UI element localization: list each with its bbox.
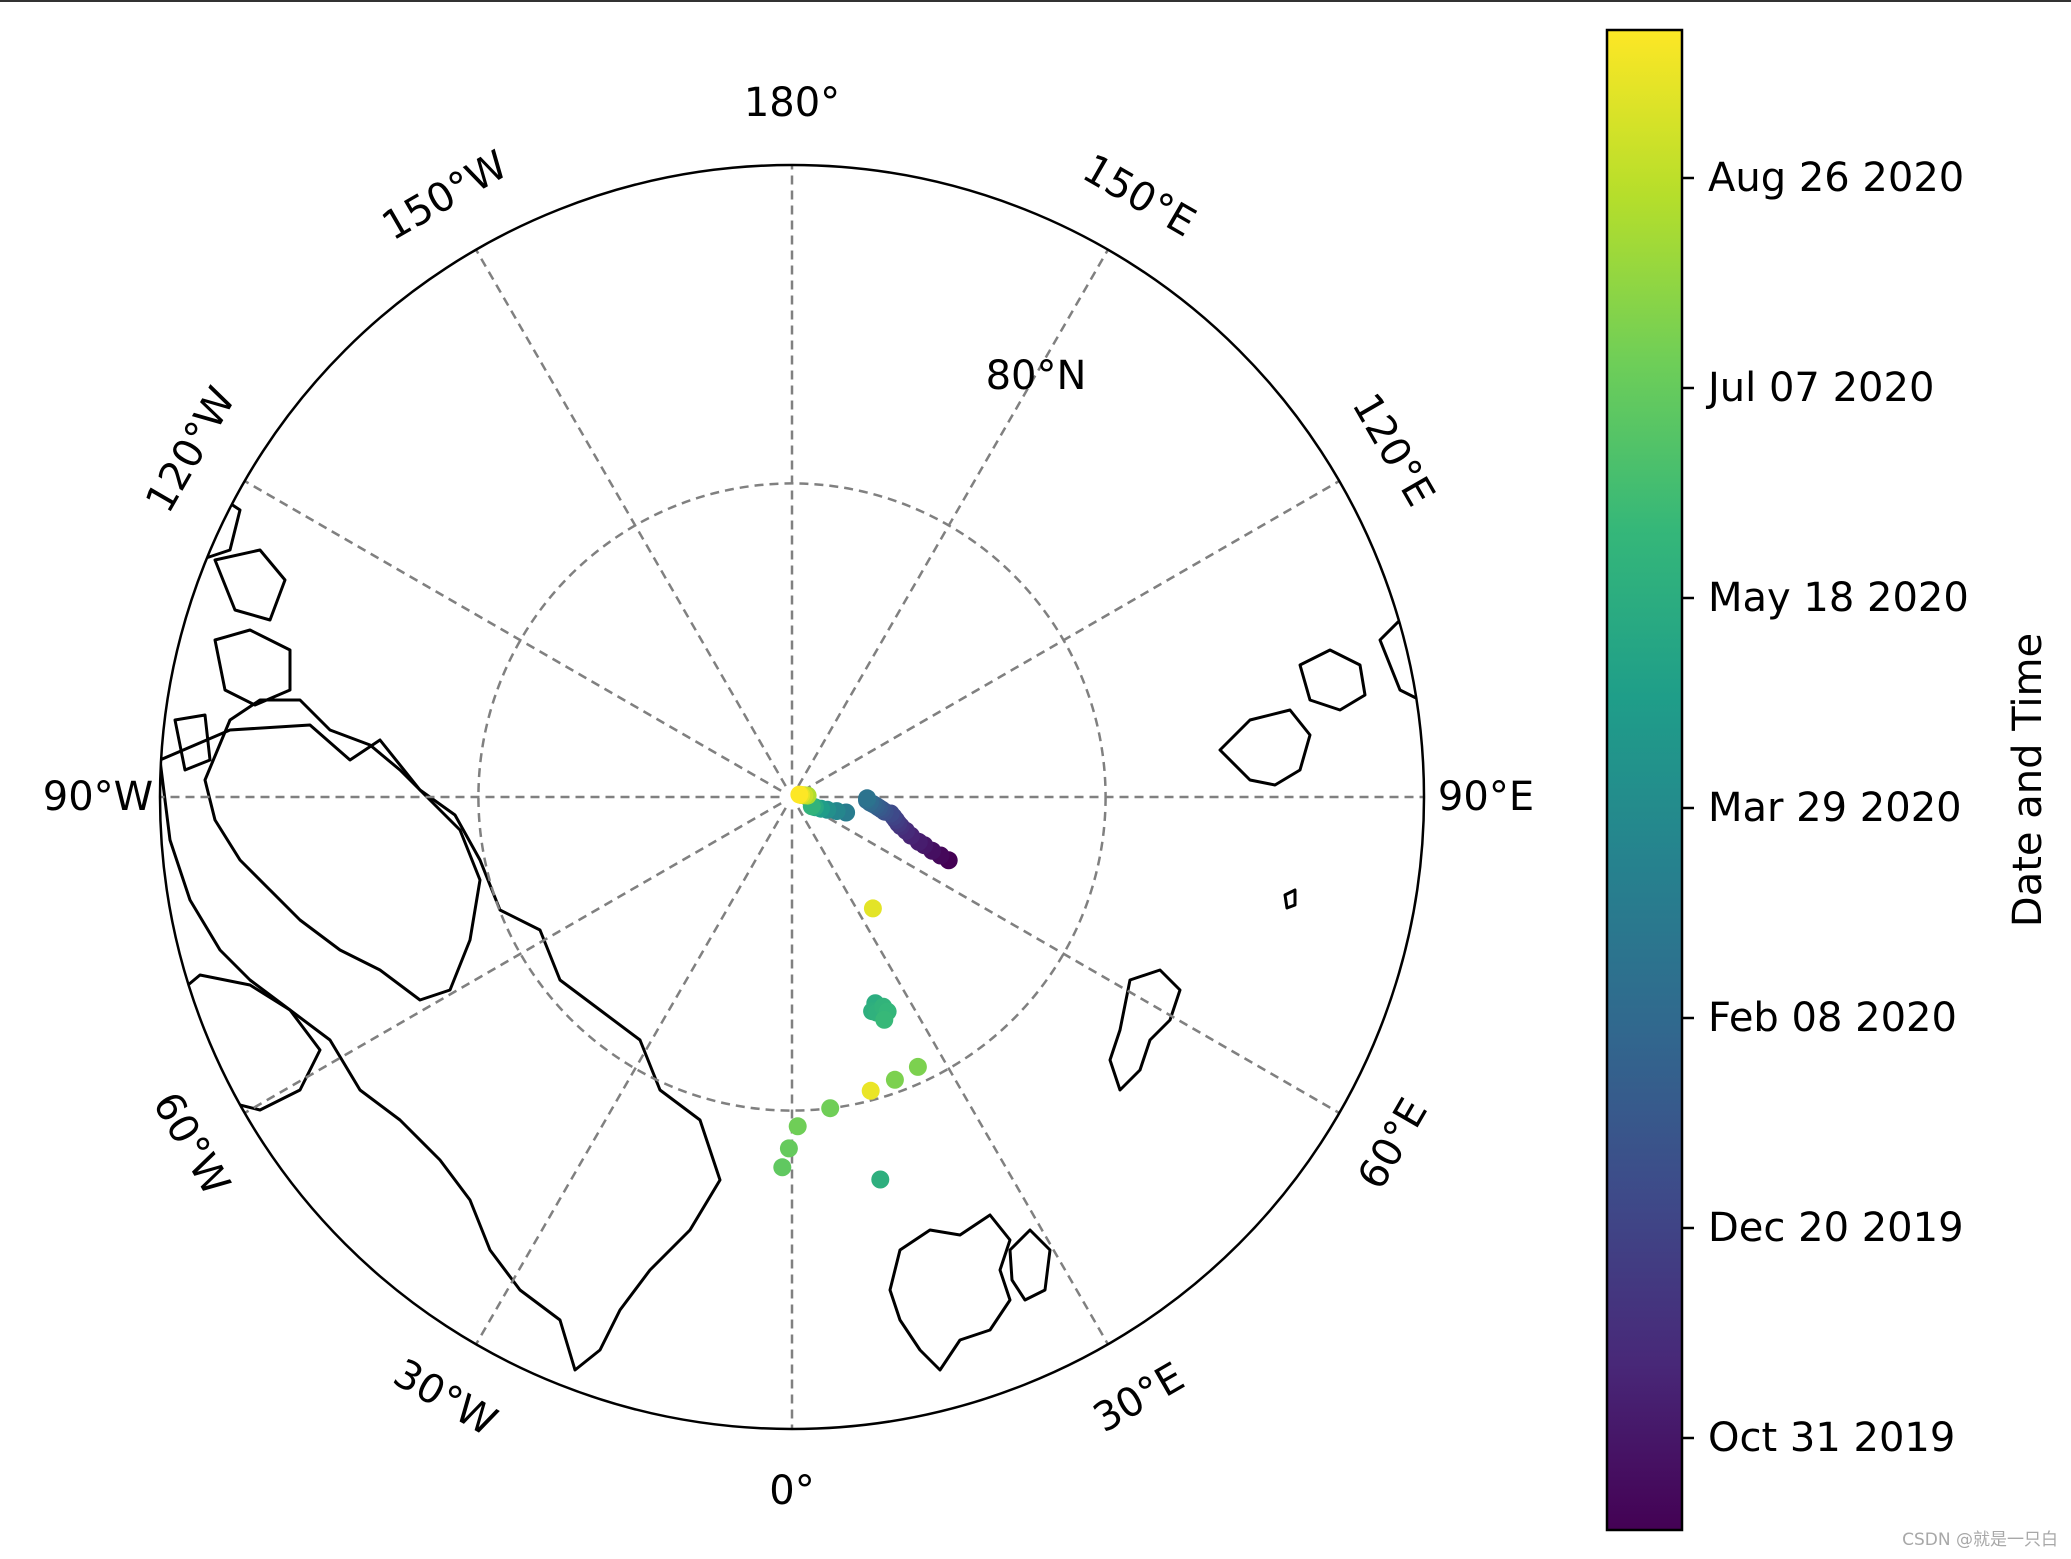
meridian-120w <box>244 479 782 792</box>
colorbar-tick-label: Aug 26 2020 <box>1708 155 1964 201</box>
track-point <box>863 899 882 918</box>
meridian-150w <box>474 249 787 787</box>
buoy-track <box>773 785 958 1189</box>
colorbar-tick-label: Mar 29 2020 <box>1708 785 1962 831</box>
meridian-label-150w: 150°W <box>375 142 516 250</box>
meridian-label-30e: 30°E <box>1086 1354 1192 1442</box>
track-point <box>885 1070 904 1089</box>
severnaya-zemlya-2 <box>1298 648 1367 712</box>
meridian-label-30w: 30°W <box>386 1350 505 1445</box>
track-point <box>861 1081 880 1100</box>
colorbar-tick-label: Dec 20 2019 <box>1708 1205 1964 1251</box>
colorbar-gradient <box>1605 28 1684 1532</box>
colorbar: Oct 31 2019 Dec 20 2019 Feb 08 2020 Mar 29 … <box>1605 28 2051 1532</box>
meridian-label-90e: 90°E <box>1438 774 1534 820</box>
meridian-120e <box>802 479 1340 792</box>
track-point <box>773 1158 792 1177</box>
map-boundary <box>158 163 1426 1431</box>
novaya-zemlya-tip <box>1283 888 1297 910</box>
meridian-60e <box>802 802 1340 1115</box>
meridian-label-0: 0° <box>769 1468 814 1514</box>
colorbar-label: Date and Time <box>2005 633 2051 927</box>
track-point <box>858 789 877 808</box>
greenland-coast <box>160 723 722 1372</box>
colorbar-tick-label: Oct 31 2019 <box>1708 1415 1955 1461</box>
canadian-islands-2 <box>213 548 287 622</box>
ellesmere-coast <box>203 698 482 1002</box>
track-point <box>779 1139 798 1158</box>
meridian-30w <box>474 807 787 1345</box>
track-point <box>875 1010 894 1029</box>
track-point <box>871 1170 890 1189</box>
franz-josef-land <box>1108 968 1182 1092</box>
track-point <box>908 1057 927 1076</box>
meridian-150e <box>797 249 1110 787</box>
severnaya-zemlya-1 <box>1218 708 1312 787</box>
meridian-60w <box>244 802 782 1115</box>
graticule <box>160 165 1424 1429</box>
colorbar-tick-label: May 18 2020 <box>1708 575 1969 621</box>
colorbar-tick-label: Feb 08 2020 <box>1708 995 1957 1041</box>
track-point <box>790 785 809 804</box>
meridian-label-90w: 90°W <box>43 774 153 820</box>
track-point <box>788 1117 807 1136</box>
parallel-label-80n: 80°N <box>986 353 1087 399</box>
watermark: CSDN @就是一只白 <box>1902 1530 2058 1550</box>
colorbar-ticks: Oct 31 2019 Dec 20 2019 Feb 08 2020 Mar 29 … <box>1682 155 1969 1461</box>
meridian-label-150e: 150°E <box>1075 146 1203 247</box>
meridian-label-120e: 120°E <box>1343 386 1444 514</box>
canadian-islands-3 <box>213 628 292 707</box>
svalbard-east <box>1008 1228 1052 1302</box>
meridian-label-180: 180° <box>744 80 840 126</box>
meridian-label-120w: 120°W <box>137 380 245 521</box>
colorbar-tick-label: Jul 07 2020 <box>1705 365 1934 411</box>
meridian-label-60e: 60°E <box>1349 1091 1437 1197</box>
meridian-30e <box>797 807 1110 1345</box>
track-point <box>821 1099 840 1118</box>
svalbard-main <box>888 1213 1012 1372</box>
canadian-islands-4 <box>173 713 212 772</box>
meridian-label-60w: 60°W <box>143 1085 238 1204</box>
polar-map: 0° 30°E 60°E 90°E 120°E 150°E 180° 150°W 120°W 90… <box>43 80 1534 1514</box>
